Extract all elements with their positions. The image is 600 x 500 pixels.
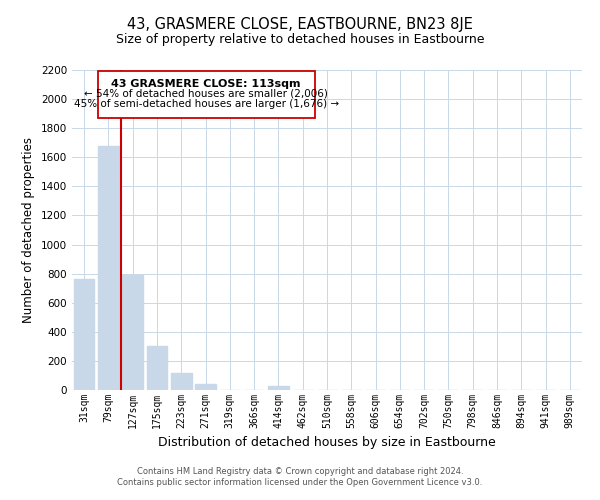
Text: ← 54% of detached houses are smaller (2,006): ← 54% of detached houses are smaller (2,… xyxy=(84,89,328,99)
Bar xyxy=(122,275,143,390)
Bar xyxy=(74,280,94,390)
Bar xyxy=(268,386,289,390)
Text: 43 GRASMERE CLOSE: 113sqm: 43 GRASMERE CLOSE: 113sqm xyxy=(112,78,301,88)
Text: 43, GRASMERE CLOSE, EASTBOURNE, BN23 8JE: 43, GRASMERE CLOSE, EASTBOURNE, BN23 8JE xyxy=(127,18,473,32)
Text: Contains HM Land Registry data © Crown copyright and database right 2024.: Contains HM Land Registry data © Crown c… xyxy=(137,467,463,476)
Y-axis label: Number of detached properties: Number of detached properties xyxy=(22,137,35,323)
X-axis label: Distribution of detached houses by size in Eastbourne: Distribution of detached houses by size … xyxy=(158,436,496,450)
Bar xyxy=(195,384,216,390)
FancyBboxPatch shape xyxy=(97,72,315,118)
Text: 45% of semi-detached houses are larger (1,676) →: 45% of semi-detached houses are larger (… xyxy=(74,99,339,109)
Bar xyxy=(98,146,119,390)
Text: Size of property relative to detached houses in Eastbourne: Size of property relative to detached ho… xyxy=(116,32,484,46)
Text: Contains public sector information licensed under the Open Government Licence v3: Contains public sector information licen… xyxy=(118,478,482,487)
Bar xyxy=(146,346,167,390)
Bar xyxy=(171,374,191,390)
